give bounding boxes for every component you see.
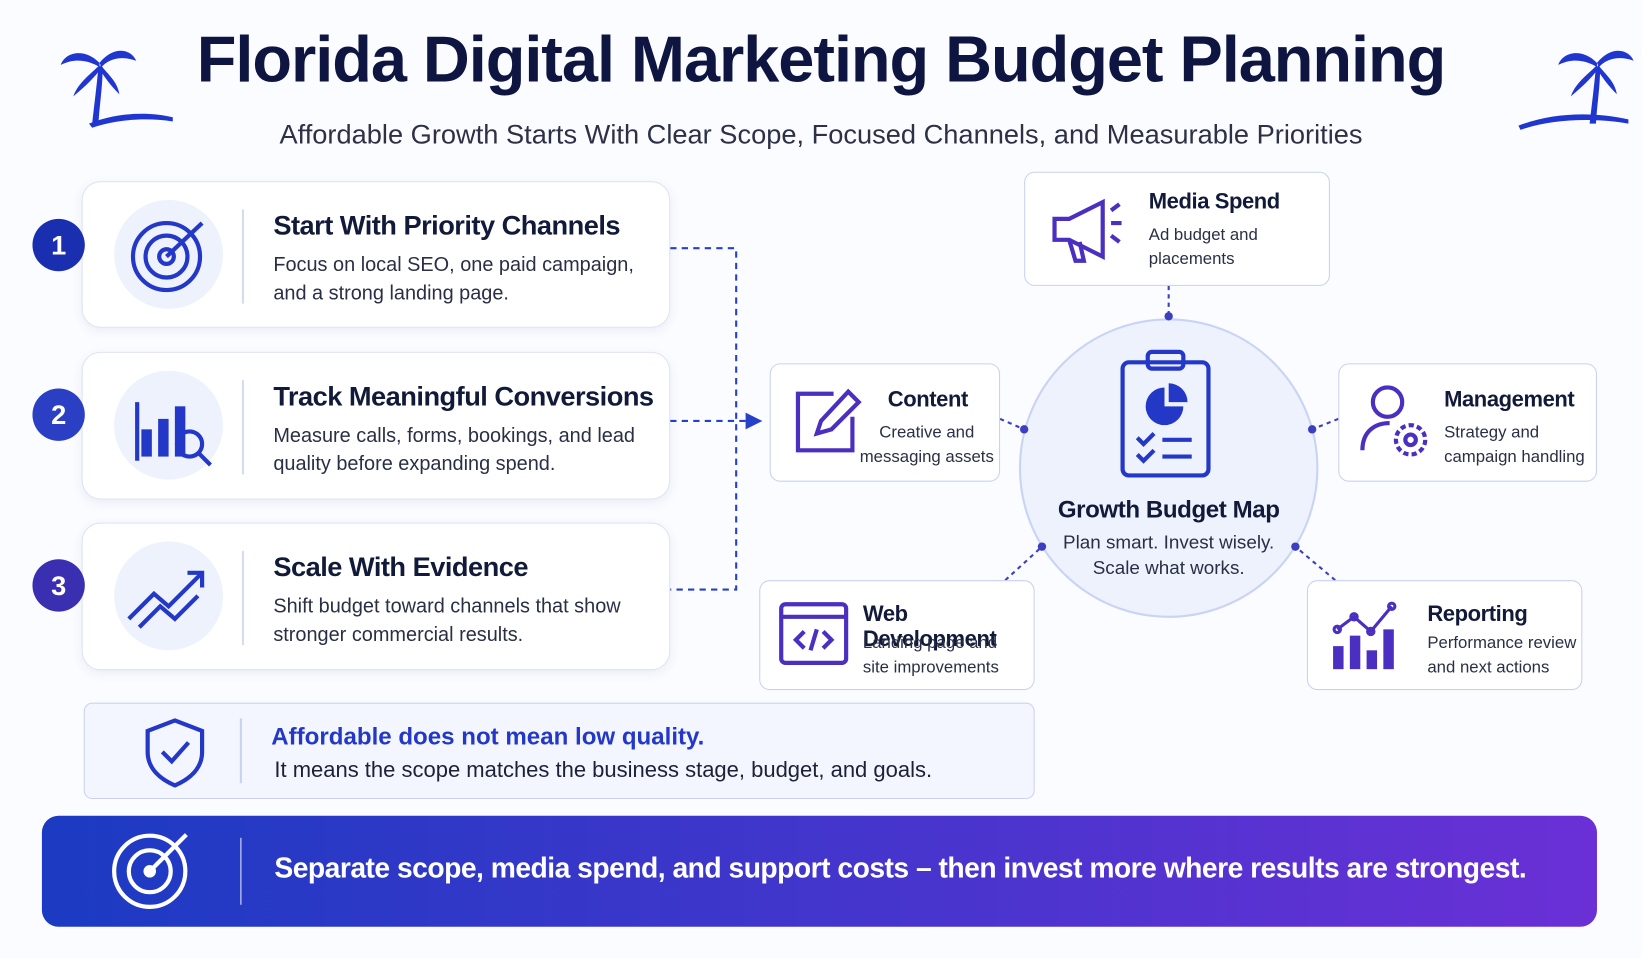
node-card: Web Development Landing page and site im… [759, 580, 1035, 691]
step-icon [114, 370, 224, 480]
palm-right [1518, 50, 1634, 130]
divider [241, 550, 244, 646]
step-number: 2 [32, 388, 85, 441]
node-description: Creative and messaging assets [859, 424, 994, 467]
step-description: Focus on local SEO, one paid campaign, a… [273, 254, 634, 305]
node-description: Performance review and next actions [1427, 634, 1577, 677]
callout-description: It means the scope matches the business … [274, 758, 933, 783]
footer-bar [41, 815, 1597, 927]
palm-left [60, 50, 173, 128]
code-icon [779, 602, 849, 665]
footer-icon [126, 848, 173, 895]
step-title: Track Meaningful Conversions [273, 380, 654, 412]
callout: Affordable does not mean low quality. It… [83, 702, 1035, 800]
node-card: Reporting Performance review and next ac… [1306, 580, 1583, 691]
management-icon [1360, 385, 1428, 457]
node-description: Landing page and site improvements [862, 634, 999, 677]
hub-description: Plan smart. Invest wisely. Scale what wo… [1063, 531, 1275, 579]
connector-dots [1019, 312, 1317, 551]
node-title: Media Spend [1148, 189, 1280, 214]
step-card: Scale With Evidence Shift budget toward … [81, 522, 671, 671]
step-description: Shift budget toward channels that show s… [273, 595, 621, 647]
node-title: Content [887, 387, 969, 412]
step-title: Scale With Evidence [273, 550, 528, 583]
step-description: Measure calls, forms, bookings, and lead… [273, 425, 635, 476]
step-number: 3 [32, 559, 85, 612]
node-title: Reporting [1427, 602, 1528, 627]
target-icon [130, 220, 204, 293]
chart-search-icon [135, 402, 212, 467]
node-description: Strategy and campaign handling [1444, 424, 1585, 467]
divider [241, 209, 244, 304]
step-card: Start With Priority Channels Focus on lo… [81, 181, 671, 328]
node-title: Management [1444, 387, 1575, 412]
shield-icon [145, 718, 205, 788]
megaphone-icon [1052, 198, 1122, 263]
edit-icon [795, 388, 862, 453]
step-title: Start With Priority Channels [273, 209, 620, 241]
step-icon [114, 541, 224, 651]
hub-icon [1120, 349, 1211, 478]
divider [239, 718, 242, 784]
reporting-icon [1332, 601, 1397, 670]
footer-icon [112, 833, 188, 909]
node-card: Media Spend Ad budget and placements [1024, 171, 1330, 286]
hub-title: Growth Budget Map [1057, 495, 1280, 523]
subtitle: Affordable Growth Starts With Clear Scop… [279, 118, 1363, 150]
footer-text: Separate scope, media spend, and support… [274, 852, 1527, 884]
node-card: Content Creative and messaging assets [769, 363, 1001, 482]
step-number: 1 [32, 218, 85, 272]
title: Florida Digital Marketing Budget Plannin… [196, 24, 1446, 97]
node-card: Management Strategy and campaign handlin… [1338, 363, 1597, 482]
node-title: Web Development [862, 602, 997, 652]
divider [241, 380, 244, 475]
growth-icon [127, 570, 205, 629]
step-connectors [670, 247, 752, 591]
step-icon [114, 200, 224, 309]
node-description: Ad budget and placements [1148, 226, 1258, 269]
step-card: Track Meaningful Conversions Measure cal… [81, 351, 671, 500]
arrow-head [745, 412, 763, 430]
callout-title: Affordable does not mean low quality. [271, 722, 705, 750]
footer-icon [148, 833, 188, 873]
